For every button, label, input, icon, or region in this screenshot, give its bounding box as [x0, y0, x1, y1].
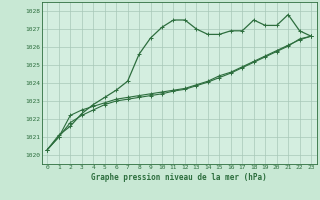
- X-axis label: Graphe pression niveau de la mer (hPa): Graphe pression niveau de la mer (hPa): [91, 173, 267, 182]
